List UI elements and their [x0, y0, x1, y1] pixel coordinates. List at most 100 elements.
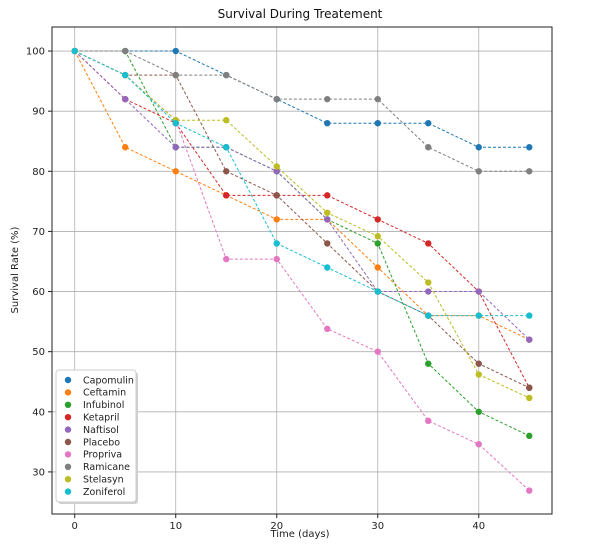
- data-point-ketapril: [374, 216, 381, 223]
- legend-label: Zoniferol: [83, 487, 125, 498]
- series-line-capomulin: [74, 50, 530, 148]
- data-point-stelasyn: [425, 279, 432, 286]
- legend-label: Naftisol: [83, 425, 119, 436]
- series-placebo: [71, 47, 533, 391]
- data-point-propriva: [475, 441, 482, 448]
- data-point-stelasyn: [324, 209, 331, 216]
- data-point-zoniferol: [122, 71, 129, 79]
- legend-marker: [64, 438, 72, 446]
- data-point-ceftamin: [122, 144, 129, 151]
- x-tick-label: 20: [270, 521, 283, 532]
- data-point-ramicane: [475, 168, 482, 175]
- legend-label: Placebo: [83, 437, 120, 448]
- data-point-stelasyn: [374, 233, 381, 240]
- x-axis-label: Time (days): [269, 529, 329, 540]
- data-point-zoniferol: [526, 312, 533, 319]
- data-point-zoniferol: [223, 144, 230, 151]
- data-point-propriva: [273, 255, 280, 263]
- data-point-zoniferol: [425, 312, 432, 319]
- x-tick-label: 10: [169, 521, 182, 532]
- data-point-ceftamin: [172, 168, 179, 175]
- data-point-stelasyn: [273, 163, 280, 170]
- data-point-naftisol: [172, 144, 179, 151]
- data-point-ceftamin: [374, 264, 381, 271]
- legend-label: Infubinol: [83, 400, 124, 411]
- series-line-stelasyn: [74, 50, 530, 399]
- data-point-ramicane: [122, 47, 129, 55]
- data-point-placebo: [273, 192, 280, 199]
- data-point-ramicane: [526, 168, 533, 175]
- series-line-propriva: [74, 50, 530, 491]
- series-propriva: [71, 47, 533, 494]
- series-line-ramicane: [74, 50, 530, 172]
- data-point-ketapril: [324, 192, 331, 199]
- series-zoniferol: [71, 47, 533, 319]
- data-point-naftisol: [273, 168, 280, 175]
- series-line-naftisol: [74, 50, 530, 341]
- data-point-propriva: [526, 487, 533, 494]
- data-point-naftisol: [425, 288, 432, 295]
- data-point-ketapril: [223, 192, 230, 199]
- data-point-zoniferol: [324, 264, 331, 271]
- data-point-capomulin: [172, 47, 179, 55]
- series-naftisol: [71, 47, 533, 343]
- legend-marker: [64, 463, 72, 470]
- y-tick-label: 70: [32, 227, 45, 238]
- data-point-infubinol: [475, 408, 482, 415]
- data-point-zoniferol: [71, 47, 78, 55]
- legend-marker: [64, 488, 72, 495]
- data-point-placebo: [223, 168, 230, 175]
- series-line-infubinol: [74, 50, 530, 437]
- data-point-ramicane: [273, 95, 280, 103]
- legend-marker: [64, 401, 72, 408]
- data-point-zoniferol: [172, 119, 179, 127]
- data-point-ramicane: [172, 71, 179, 79]
- data-point-naftisol: [122, 95, 129, 103]
- data-point-zoniferol: [273, 240, 280, 247]
- ticks: 0 10 20 30 40 30 40 50 60 70 80 90 100: [26, 47, 485, 532]
- data-point-infubinol: [374, 240, 381, 247]
- data-point-ramicane: [425, 144, 432, 151]
- legend-label: Propriva: [83, 450, 122, 461]
- y-tick-label: 50: [32, 347, 45, 358]
- data-point-ketapril: [425, 240, 432, 247]
- y-tick-label: 90: [32, 107, 45, 118]
- y-tick-label: 100: [26, 47, 45, 58]
- data-point-ramicane: [324, 95, 331, 103]
- data-point-placebo: [324, 240, 331, 247]
- data-point-stelasyn: [526, 394, 533, 402]
- y-axis-label: Survival Rate (%): [10, 226, 21, 313]
- data-point-zoniferol: [374, 288, 381, 295]
- data-point-propriva: [374, 348, 381, 355]
- data-point-naftisol: [526, 336, 533, 343]
- legend-box: [55, 369, 137, 503]
- y-tick-label: 80: [32, 167, 45, 178]
- y-tick-label: 30: [32, 467, 45, 478]
- series-stelasyn: [71, 47, 533, 402]
- data-point-ramicane: [374, 95, 381, 103]
- data-point-ramicane: [223, 71, 230, 79]
- data-point-capomulin: [425, 119, 432, 127]
- legend-label: Ramicane: [83, 462, 130, 473]
- data-point-capomulin: [475, 144, 482, 151]
- x-tick-label: 30: [371, 521, 384, 532]
- data-point-stelasyn: [223, 116, 230, 124]
- data-point-infubinol: [425, 360, 432, 367]
- data-point-naftisol: [324, 216, 331, 223]
- data-point-infubinol: [526, 432, 533, 440]
- chart-title: Survival During Treatement: [218, 7, 383, 21]
- data-point-capomulin: [324, 119, 331, 127]
- x-tick-label: 40: [472, 521, 485, 532]
- series-capomulin: [71, 47, 533, 151]
- data-point-ceftamin: [273, 216, 280, 223]
- series-line-zoniferol: [74, 50, 530, 317]
- legend-marker: [64, 476, 72, 483]
- data-point-propriva: [324, 325, 331, 333]
- legend-marker: [64, 414, 72, 421]
- data-point-naftisol: [475, 288, 482, 295]
- data-point-capomulin: [526, 144, 533, 151]
- y-tick-label: 60: [32, 287, 45, 298]
- legend-label: Stelasyn: [83, 475, 124, 486]
